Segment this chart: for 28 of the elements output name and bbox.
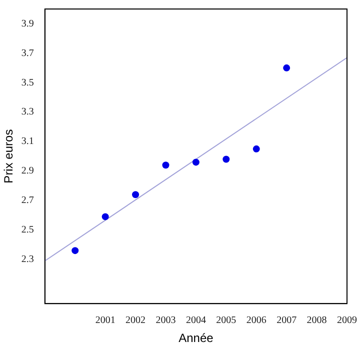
x-tick-label: 2001	[95, 315, 116, 326]
y-tick-label: 2.7	[21, 195, 34, 206]
x-axis-title: Année	[178, 331, 214, 346]
point	[192, 158, 200, 166]
y-tick-label: 3.1	[21, 136, 34, 148]
point	[222, 156, 230, 163]
point	[102, 213, 109, 220]
y-tick-label: 2.5	[21, 224, 34, 236]
x-tick-label: 2007	[276, 315, 297, 326]
point	[162, 162, 170, 169]
x-tick-label: 2005	[216, 315, 236, 326]
y-tick-label: 3.9	[21, 18, 34, 30]
x-tick-label: 2003	[156, 315, 176, 326]
y-tick-label: 2.3	[21, 254, 34, 266]
y-tick-label: 3.5	[21, 77, 34, 88]
y-tick-label: 2.9	[21, 166, 34, 177]
y-tick-label: 3.7	[21, 48, 34, 59]
y-tick-label: 3.3	[21, 106, 34, 118]
x-tick-label: 2002	[126, 315, 146, 326]
x-tick-label: 2009	[337, 315, 357, 326]
point	[132, 191, 140, 198]
x-tick-label: 2008	[306, 315, 327, 326]
point	[252, 145, 260, 152]
y-axis-title: Prix euros	[2, 129, 16, 184]
x-tick-label: 2004	[186, 315, 206, 326]
x-tick-label: 2006	[246, 315, 266, 326]
point	[72, 247, 79, 254]
point	[283, 64, 290, 72]
